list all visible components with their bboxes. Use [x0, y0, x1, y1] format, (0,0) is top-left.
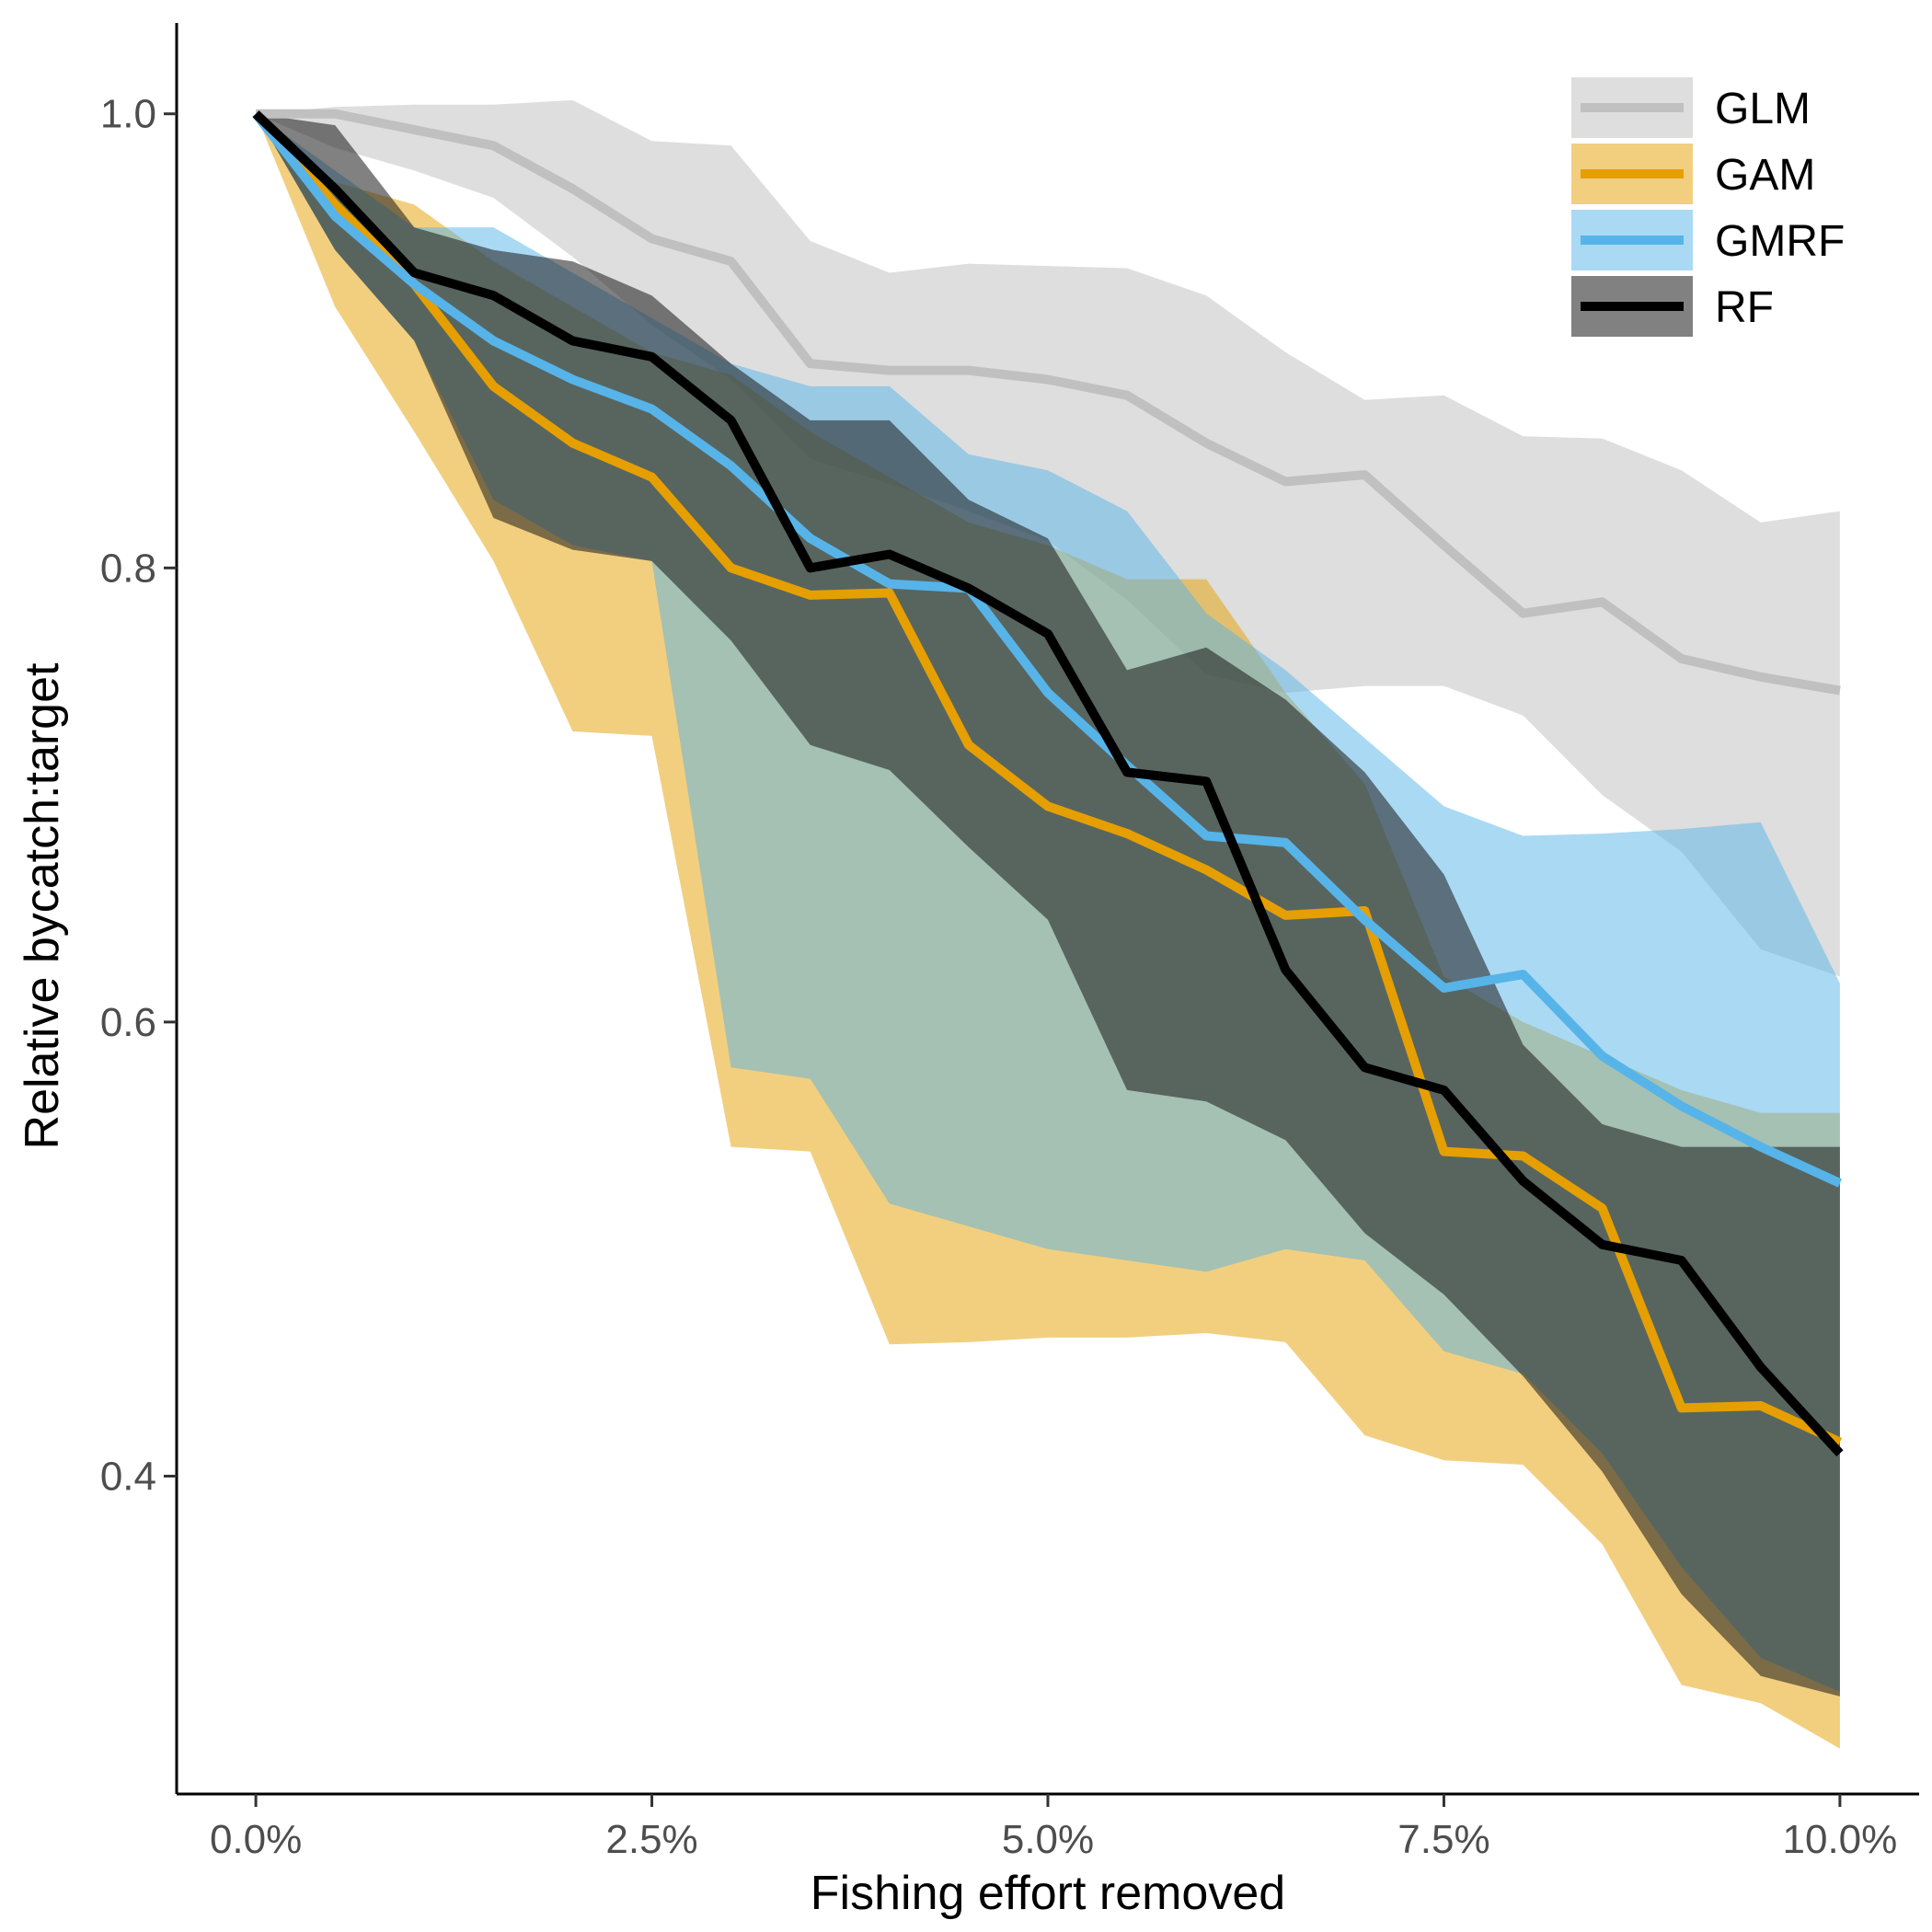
x-axis-title: Fishing effort removed [811, 1867, 1285, 1920]
band-rf [256, 113, 1840, 1696]
x-tick-label: 0.0% [210, 1817, 302, 1862]
confidence-bands [256, 99, 1840, 1749]
series-lines [252, 109, 1844, 1457]
legend-label-gmrf: GMRF [1715, 217, 1845, 266]
y-tick-label: 0.6 [100, 1000, 156, 1045]
legend-label-glm: GLM [1715, 85, 1811, 133]
legend-label-gam: GAM [1715, 151, 1815, 200]
legend: GLM GAM GMRF RF [1571, 77, 1845, 337]
line-gam [252, 110, 1842, 1447]
x-tick-label: 2.5% [605, 1817, 697, 1862]
y-tick-label: 0.4 [100, 1454, 156, 1499]
y-tick-label: 0.8 [100, 546, 156, 591]
x-tick-label: 10.0% [1783, 1817, 1898, 1862]
y-ticks: 0.4 0.6 0.8 1.0 [100, 92, 177, 1499]
line-gmrf [252, 110, 1842, 1188]
y-tick-label: 1.0 [100, 92, 156, 137]
x-tick-label: 5.0% [1002, 1817, 1094, 1862]
legend-label-rf: RF [1715, 283, 1774, 332]
x-ticks: 0.0% 2.5% 5.0% 7.5% 10.0% [210, 1794, 1897, 1862]
x-tick-label: 7.5% [1397, 1817, 1489, 1862]
line-glm [256, 109, 1841, 696]
y-axis-title: Relative bycatch:target [16, 662, 69, 1149]
line-rf [252, 110, 1844, 1457]
